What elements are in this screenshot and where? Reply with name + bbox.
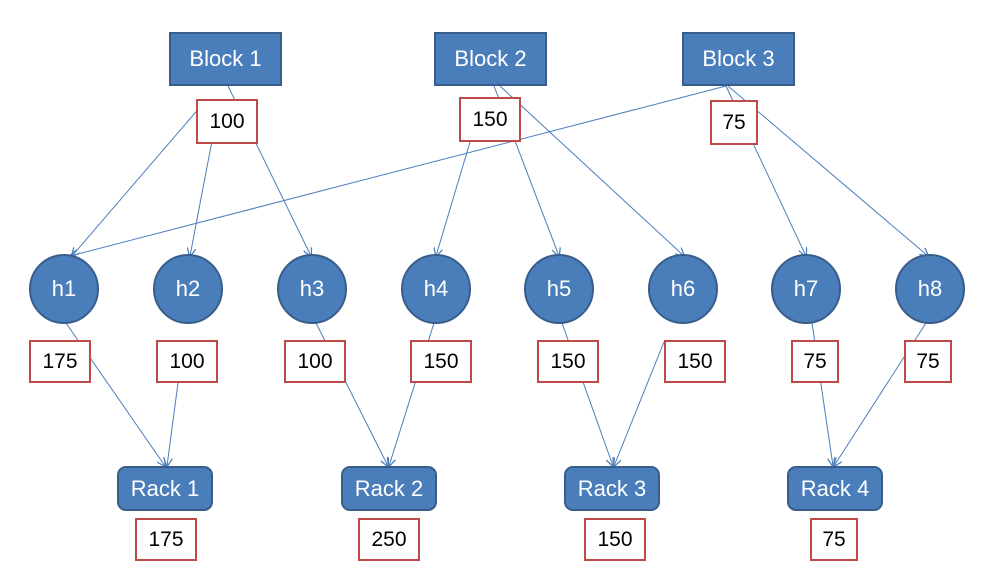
host-h1-value: 175 xyxy=(29,340,91,383)
host-h3-value: 100 xyxy=(284,340,346,383)
edge-block3-h8 xyxy=(727,85,928,256)
rack-3-value: 150 xyxy=(584,518,646,561)
rack-1-value: 175 xyxy=(135,518,197,561)
host-h5-value: 150 xyxy=(537,340,599,383)
host-h1-node: h1 xyxy=(29,254,99,324)
host-h4-node: h4 xyxy=(401,254,471,324)
rack-4-node: Rack 4 xyxy=(787,466,883,511)
block-2-node: Block 2 xyxy=(434,32,547,86)
host-h2-node: h2 xyxy=(153,254,223,324)
host-h8-value: 75 xyxy=(904,340,952,383)
edge-block2-h4 xyxy=(436,141,471,256)
host-h5-node: h5 xyxy=(524,254,594,324)
host-h7-value: 75 xyxy=(791,340,839,383)
host-h2-value: 100 xyxy=(156,340,218,383)
rack-3-node: Rack 3 xyxy=(564,466,660,511)
block-1-value: 100 xyxy=(196,99,258,144)
edge-block2-h6 xyxy=(499,85,684,256)
rack-4-value: 75 xyxy=(810,518,858,561)
host-h6-value: 150 xyxy=(664,340,726,383)
block-2-value: 150 xyxy=(459,97,521,142)
host-h6-node: h6 xyxy=(648,254,718,324)
host-h4-value: 150 xyxy=(410,340,472,383)
block-3-value: 75 xyxy=(710,100,758,145)
host-h8-node: h8 xyxy=(895,254,965,324)
edge-block3-h1 xyxy=(70,85,727,256)
rack-1-node: Rack 1 xyxy=(117,466,213,511)
edge-h2-rack1 xyxy=(167,382,179,466)
edge-block1-h1 xyxy=(72,98,208,256)
rack-2-value: 250 xyxy=(358,518,420,561)
host-h7-node: h7 xyxy=(771,254,841,324)
edge-h6-rack3 xyxy=(614,341,665,466)
rack-2-node: Rack 2 xyxy=(341,466,437,511)
block-1-node: Block 1 xyxy=(169,32,282,86)
block-3-node: Block 3 xyxy=(682,32,795,86)
host-h3-node: h3 xyxy=(277,254,347,324)
